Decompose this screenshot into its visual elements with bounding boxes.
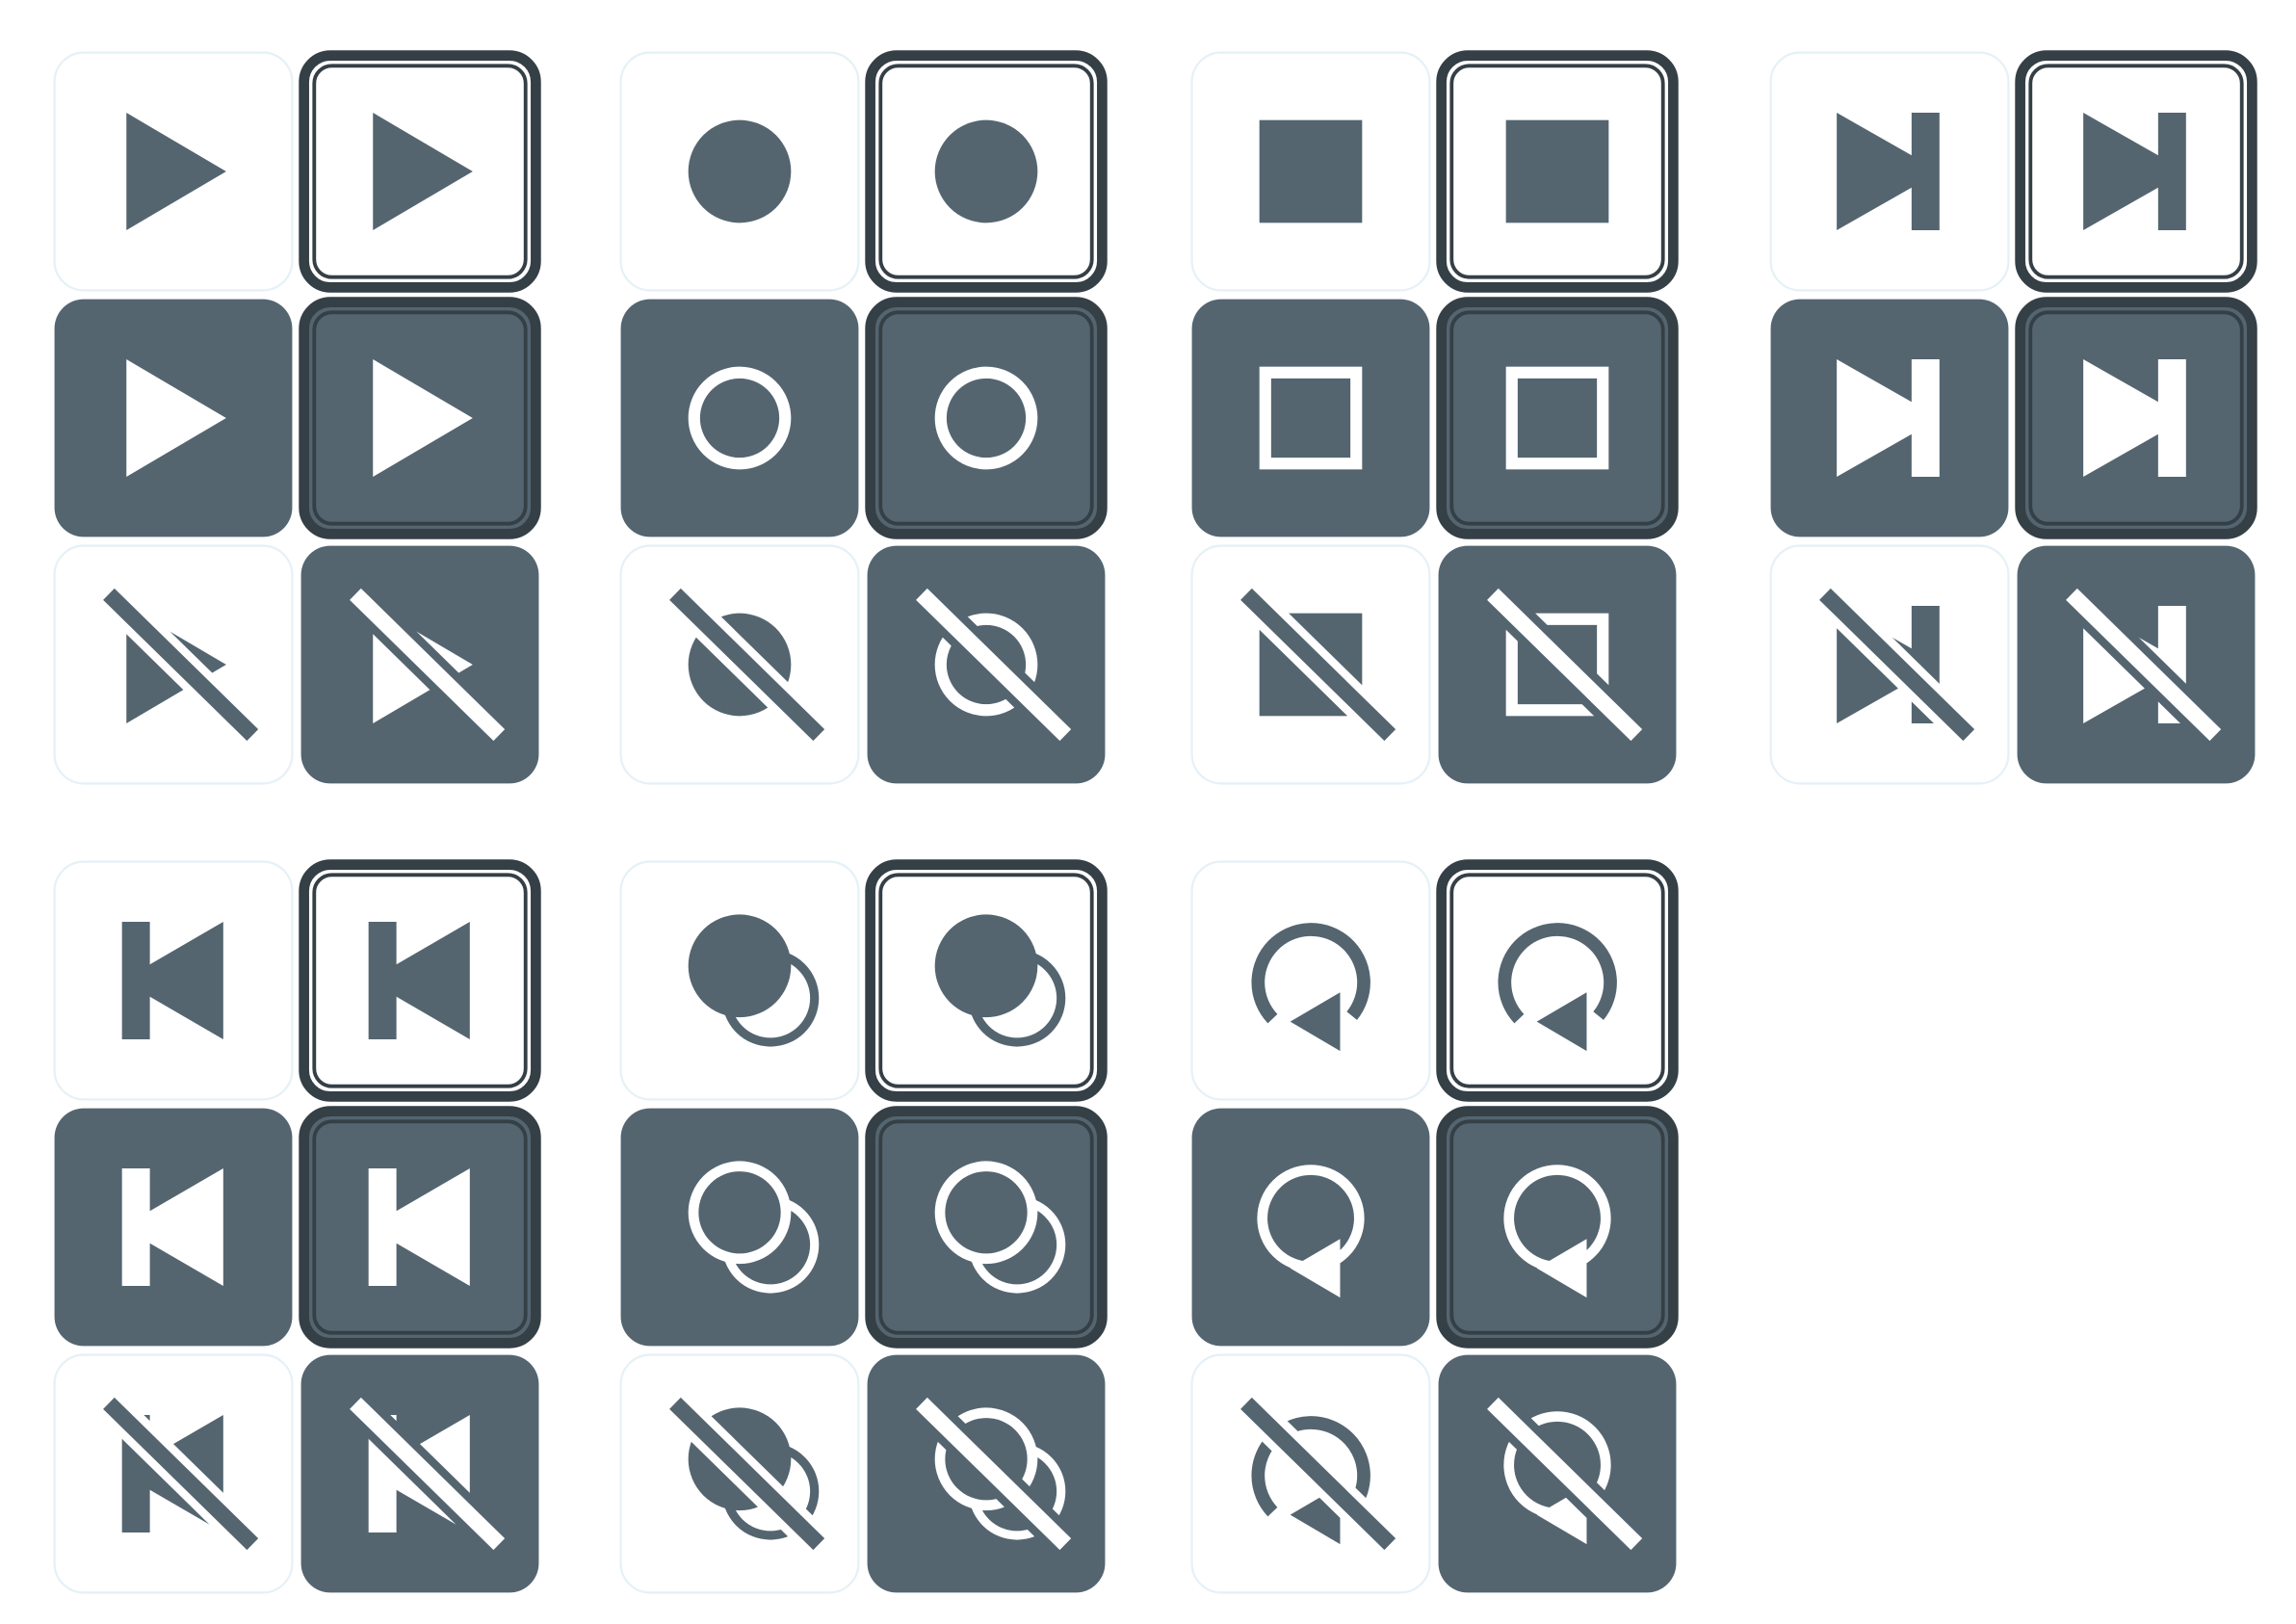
play-dark-bordered-icon (297, 295, 543, 541)
previous-disabled-dark-icon (297, 1350, 543, 1597)
play-plain-icon (50, 48, 297, 295)
next-bordered-icon (2013, 48, 2259, 295)
previous-bordered-icon (297, 857, 543, 1104)
next-plain-icon (1766, 48, 2013, 295)
loop-disabled-icon (1187, 1350, 1434, 1597)
record-bordered-icon (863, 48, 1109, 295)
previous-dark-bordered-icon (297, 1104, 543, 1350)
record-dark-bordered-icon (863, 295, 1109, 541)
stop-disabled-icon (1187, 541, 1434, 788)
next-disabled-dark-icon (2013, 541, 2259, 788)
previous-disabled-icon (50, 1350, 297, 1597)
record-plain-icon (616, 48, 863, 295)
record-disabled-dark-icon (863, 541, 1109, 788)
overdub-disabled-icon (616, 1350, 863, 1597)
loop-plain-icon (1187, 857, 1434, 1104)
overdub-plain-icon (616, 857, 863, 1104)
overdub-disabled-dark-icon (863, 1350, 1109, 1597)
record-disabled-icon (616, 541, 863, 788)
record-dark-icon (616, 295, 863, 541)
next-dark-icon (1766, 295, 2013, 541)
play-disabled-icon (50, 541, 297, 788)
next-disabled-icon (1766, 541, 2013, 788)
previous-dark-icon (50, 1104, 297, 1350)
loop-disabled-dark-icon (1434, 1350, 1681, 1597)
overdub-dark-bordered-icon (863, 1104, 1109, 1350)
loop-dark-icon (1187, 1104, 1434, 1350)
stop-plain-icon (1187, 48, 1434, 295)
play-disabled-dark-icon (297, 541, 543, 788)
overdub-bordered-icon (863, 857, 1109, 1104)
stop-bordered-icon (1434, 48, 1681, 295)
overdub-dark-icon (616, 1104, 863, 1350)
stop-dark-bordered-icon (1434, 295, 1681, 541)
loop-bordered-icon (1434, 857, 1681, 1104)
previous-plain-icon (50, 857, 297, 1104)
stop-disabled-dark-icon (1434, 541, 1681, 788)
next-dark-bordered-icon (2013, 295, 2259, 541)
play-bordered-icon (297, 48, 543, 295)
play-dark-icon (50, 295, 297, 541)
stop-dark-icon (1187, 295, 1434, 541)
loop-dark-bordered-icon (1434, 1104, 1681, 1350)
